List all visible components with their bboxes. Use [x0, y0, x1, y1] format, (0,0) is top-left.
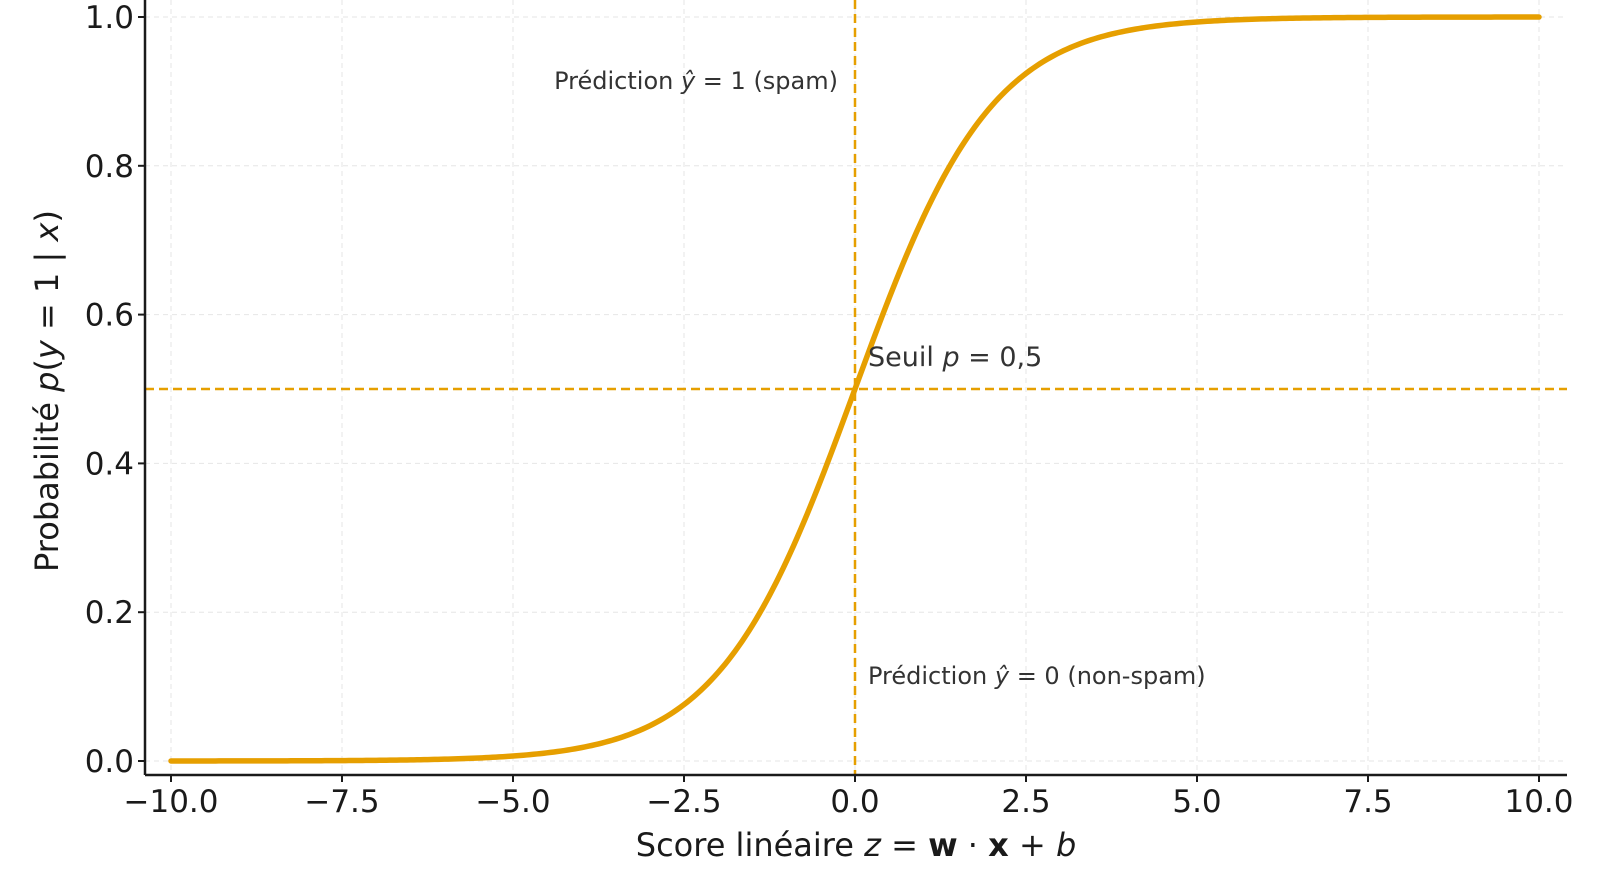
y-tick-label: 0.4 — [85, 446, 134, 482]
ticks: −10.0 −7.5 −5.0 −2.5 0.0 2.5 5.0 7.5 10.0 0.0 0.2 0… — [85, 0, 1574, 820]
threshold-annotation: Seuil p = 0,5 — [868, 342, 1042, 373]
x-tick-label: −7.5 — [304, 784, 379, 820]
reference-lines — [145, 0, 1567, 775]
sigmoid-curve — [168, 14, 1542, 764]
x-tick-label: 10.0 — [1504, 784, 1573, 820]
x-tick-label: −5.0 — [475, 784, 550, 820]
x-tick-label: 7.5 — [1343, 784, 1392, 820]
nonspam-annotation: Prédiction ŷ = 0 (non-spam) — [868, 662, 1206, 690]
spam-annotation: Prédiction ŷ = 1 (spam) — [554, 67, 838, 95]
y-tick-label: 1.0 — [85, 0, 134, 36]
x-tick-label: 2.5 — [1001, 784, 1050, 820]
x-tick-label: −10.0 — [124, 784, 219, 820]
x-tick-label: −2.5 — [646, 784, 721, 820]
y-axis-label: Probabilité p(y = 1 | x) — [28, 210, 66, 572]
y-tick-label: 0.6 — [85, 298, 134, 334]
x-axis-label: Score linéaire z = w · x + b — [636, 826, 1077, 864]
y-tick-label: 0.8 — [85, 149, 134, 185]
x-tick-label: 5.0 — [1172, 784, 1221, 820]
y-tick-label: 0.2 — [85, 595, 134, 631]
y-tick-label: 0.0 — [85, 744, 134, 780]
x-tick-label: 0.0 — [830, 784, 879, 820]
series-layer — [168, 14, 1542, 764]
